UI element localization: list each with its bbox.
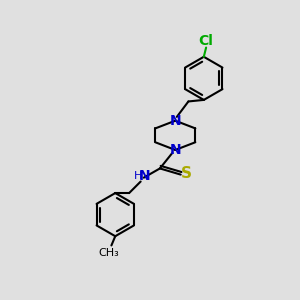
Text: N: N (169, 114, 181, 128)
Text: H: H (134, 171, 142, 181)
Text: CH₃: CH₃ (99, 248, 119, 258)
Text: S: S (182, 166, 192, 181)
Text: N: N (169, 143, 181, 157)
Text: Cl: Cl (199, 34, 214, 48)
Text: N: N (139, 169, 150, 183)
